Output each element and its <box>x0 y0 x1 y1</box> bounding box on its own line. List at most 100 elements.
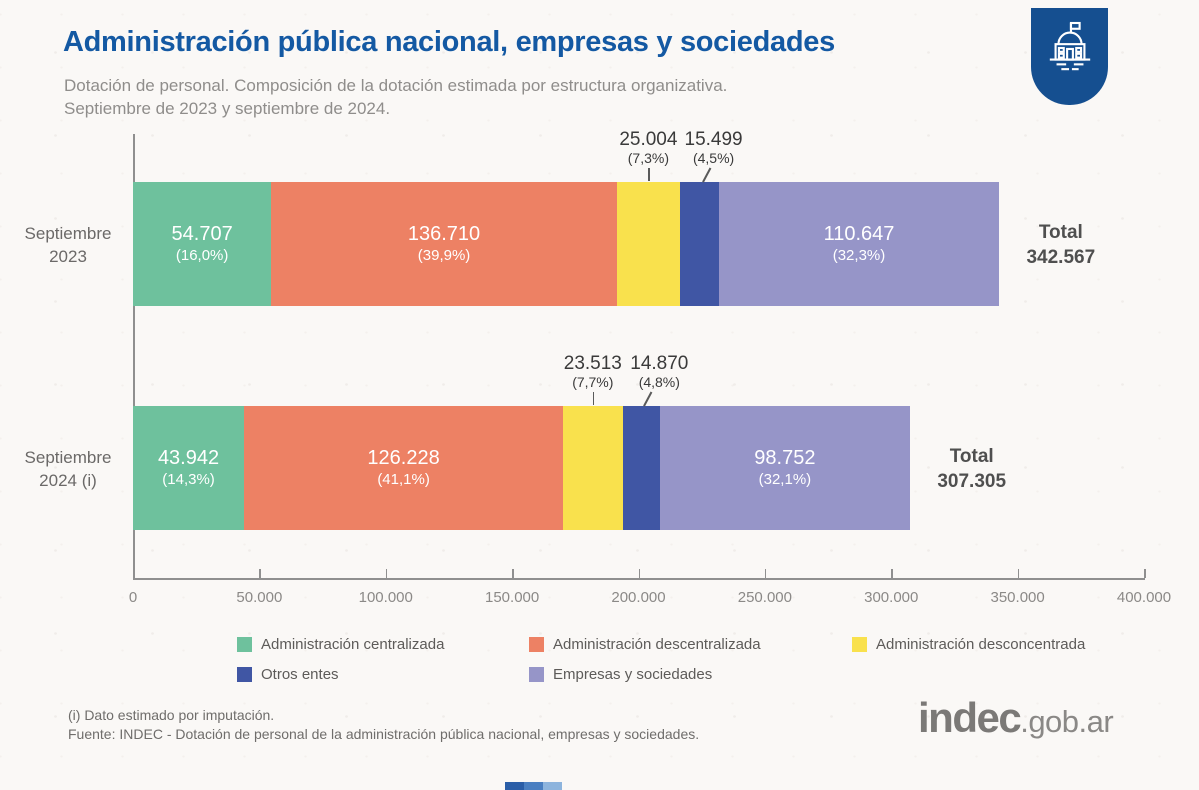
x-axis-tick-label: 0 <box>128 589 138 606</box>
callout-leader-line <box>648 168 650 181</box>
x-axis-tick <box>891 569 893 578</box>
bar-segment-otros-entes <box>622 406 661 530</box>
legend-item: Administración descentralizada <box>529 636 761 653</box>
callout-leader-line <box>643 391 653 407</box>
total-value: 307.305 <box>937 471 1007 492</box>
category-line-2: 2024 (i) <box>39 471 97 490</box>
x-axis-tick-label: 250.000 <box>737 589 792 606</box>
segment-value-label: 43.942 <box>157 447 220 469</box>
legend-label: Otros entes <box>261 666 339 683</box>
bar-segment-empresas-y-sociedades: 98.752 (32,1%) <box>660 406 910 530</box>
x-axis-tick-label: 100.000 <box>358 589 413 606</box>
legend-item: Administración centralizada <box>237 636 444 653</box>
legend-swatch <box>529 637 544 652</box>
x-axis-tick-label: 350.000 <box>990 589 1045 606</box>
x-axis-line <box>133 578 1145 580</box>
total-word: Total <box>1038 222 1083 243</box>
x-axis-tick <box>133 569 135 578</box>
callout-value-label: 14.870 <box>630 353 689 374</box>
x-axis-tick <box>1017 569 1020 578</box>
legend-swatch <box>852 637 867 652</box>
bar-segment-empresas-y-sociedades: 110.647 (32,3%) <box>719 182 999 306</box>
government-building-icon <box>1049 21 1090 71</box>
legend-swatch <box>237 667 252 682</box>
indec-gob-ar-logo: indec .gob.ar <box>918 694 1114 742</box>
total-label: Total 342.567 <box>1011 220 1111 270</box>
legend-item: Administración desconcentrada <box>852 636 1085 653</box>
segment-percent-label: (41,1%) <box>377 471 430 488</box>
page-title: Administración pública nacional, empresa… <box>63 26 835 58</box>
x-axis-tick <box>638 569 640 578</box>
legend-item: Empresas y sociedades <box>529 666 712 683</box>
callout-leader-line <box>592 392 595 405</box>
bar-segment-administraci-n-desconcentrada <box>563 406 623 530</box>
x-axis-tick <box>385 569 388 578</box>
y-axis-line <box>133 134 135 578</box>
indec-badge <box>1031 8 1108 105</box>
bar-segment-administraci-n-desconcentrada <box>616 182 680 306</box>
segment-value-label: 136.710 <box>407 223 481 245</box>
footnotes: (i) Dato estimado por imputación. Fuente… <box>68 706 699 744</box>
callout-leader-line <box>701 167 711 183</box>
stacked-bar: 43.942 (14,3%) 126.228 (41,1%) 98.752 (32,1%) <box>133 406 910 530</box>
segment-callout-label: 23.513 (7,7%) <box>551 353 635 391</box>
stacked-bar: 54.707 (16,0%) 136.710 (39,9%) 110.647 (32,3%… <box>133 182 999 306</box>
footnote-imputacion: (i) Dato estimado por imputación. <box>68 707 275 723</box>
x-axis-tick <box>764 569 767 578</box>
strip-segment <box>543 782 562 790</box>
subtitle-line-1: Dotación de personal. Composición de la … <box>64 76 728 95</box>
gob-ar-suffix: .gob.ar <box>1020 704 1114 739</box>
callout-percent-label: (7,3%) <box>627 150 669 166</box>
bar-segment-otros-entes <box>679 182 720 306</box>
total-label: Total 307.305 <box>922 444 1022 494</box>
segment-percent-label: (39,9%) <box>417 247 471 264</box>
footer-brand-strip <box>505 782 562 790</box>
legend-swatch <box>529 667 544 682</box>
legend-label: Administración centralizada <box>261 636 445 653</box>
x-axis-tick-label: 50.000 <box>236 589 283 606</box>
subtitle: Dotación de personal. Composición de la … <box>64 74 727 120</box>
segment-percent-label: (32,1%) <box>758 471 812 488</box>
bar-segment-administraci-n-centralizada: 54.707 (16,0%) <box>133 182 272 306</box>
legend-item: Otros entes <box>237 666 339 683</box>
segment-value-label: 98.752 <box>754 447 816 469</box>
x-axis-tick-label: 150.000 <box>485 589 540 606</box>
total-word: Total <box>949 446 994 467</box>
callout-percent-label: (4,5%) <box>692 150 735 166</box>
subtitle-line-2: Septiembre de 2023 y septiembre de 2024. <box>64 99 391 118</box>
legend-label: Administración desconcentrada <box>876 636 1086 653</box>
segment-value-label: 54.707 <box>171 223 233 245</box>
strip-segment <box>524 782 543 790</box>
legend-swatch <box>237 637 252 652</box>
x-axis-tick <box>512 569 514 578</box>
strip-segment <box>505 782 524 790</box>
segment-callout-label: 14.870 (4,8%) <box>617 353 701 391</box>
segment-percent-label: (16,0%) <box>175 247 229 264</box>
segment-value-label: 126.228 <box>367 447 440 469</box>
x-axis-tick-label: 400.000 <box>1116 589 1172 606</box>
legend-label: Empresas y sociedades <box>553 666 713 683</box>
segment-value-label: 110.647 <box>823 223 895 245</box>
footnote-fuente: Fuente: INDEC - Dotación de personal de … <box>68 726 700 742</box>
callout-value-label: 23.513 <box>563 353 622 374</box>
category-line-1: Septiembre <box>24 224 112 243</box>
x-axis-tick-label: 200.000 <box>611 589 666 606</box>
bar-segment-administraci-n-descentralizada: 136.710 (39,9%) <box>271 182 617 306</box>
bar-segment-administraci-n-centralizada: 43.942 (14,3%) <box>133 406 245 530</box>
total-value: 342.567 <box>1026 247 1096 268</box>
segment-percent-label: (32,3%) <box>832 247 886 264</box>
category-line-2: 2023 <box>49 247 87 266</box>
segment-callout-label: 15.499 (4,5%) <box>672 129 756 167</box>
x-axis-tick <box>259 569 261 578</box>
x-axis-tick-label: 300.000 <box>864 589 919 606</box>
category-label: Septiembre 2024 (i) <box>8 446 128 492</box>
legend-label: Administración descentralizada <box>553 636 761 653</box>
segment-callout-label: 25.004 (7,3%) <box>606 129 690 167</box>
bar-segment-administraci-n-descentralizada: 126.228 (41,1%) <box>244 406 564 530</box>
callout-percent-label: (4,8%) <box>638 374 680 390</box>
indec-wordmark: indec <box>918 694 1022 741</box>
category-label: Septiembre 2023 <box>8 222 128 268</box>
callout-value-label: 25.004 <box>619 129 678 150</box>
callout-percent-label: (7,7%) <box>572 374 614 390</box>
